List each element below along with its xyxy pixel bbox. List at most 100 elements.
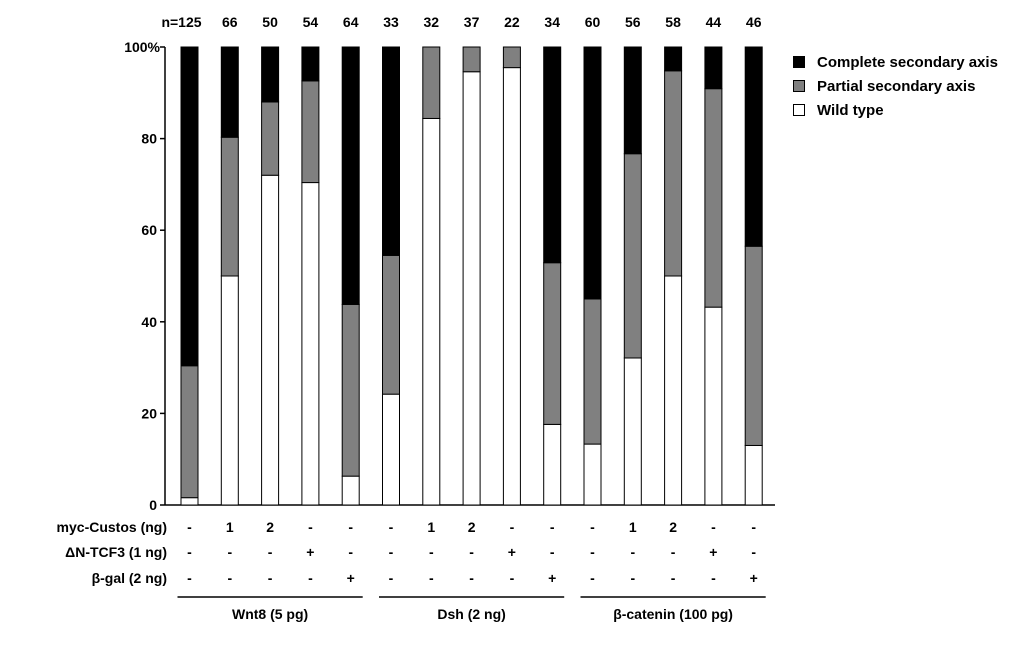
condition-value: -	[389, 519, 394, 535]
n-label: n=125	[161, 14, 201, 30]
n-label: 37	[464, 14, 480, 30]
condition-value: -	[187, 519, 192, 535]
condition-value: 2	[468, 519, 476, 535]
bar-segment-partial	[301, 80, 320, 184]
condition-value: -	[671, 570, 676, 586]
n-label: 60	[585, 14, 601, 30]
condition-label: ΔN-TCF3 (1 ng)	[65, 544, 167, 560]
bar-segment-partial	[623, 153, 642, 359]
legend: Complete secondary axis Partial secondar…	[793, 50, 998, 122]
bar-segment-complete	[220, 46, 239, 138]
n-label: 50	[262, 14, 278, 30]
bar-segment-partial	[462, 46, 481, 73]
condition-value: -	[711, 519, 716, 535]
condition-value: -	[268, 544, 273, 560]
condition-value: -	[630, 570, 635, 586]
condition-value: -	[227, 570, 232, 586]
condition-value: +	[508, 544, 516, 560]
n-label: 33	[383, 14, 399, 30]
condition-value: +	[548, 570, 556, 586]
bar-segment-wild-type	[422, 117, 441, 506]
condition-value: -	[671, 544, 676, 560]
n-label: 32	[424, 14, 440, 30]
n-label: 22	[504, 14, 520, 30]
legend-swatch-complete	[793, 56, 805, 68]
condition-value: -	[268, 570, 273, 586]
condition-value: 1	[629, 519, 637, 535]
y-tick-label: 20	[141, 405, 157, 421]
bar-segment-partial	[583, 298, 602, 445]
n-label: 44	[706, 14, 722, 30]
n-label: 34	[544, 14, 560, 30]
bar-segment-wild-type	[462, 71, 481, 506]
n-label: 66	[222, 14, 238, 30]
condition-value: -	[308, 570, 313, 586]
condition-label: β-gal (2 ng)	[92, 570, 167, 586]
n-label: 56	[625, 14, 641, 30]
bar-segment-complete	[704, 46, 723, 90]
condition-value: -	[590, 544, 595, 560]
condition-value: -	[510, 570, 515, 586]
n-label: 58	[665, 14, 681, 30]
bar-segment-wild-type	[664, 275, 683, 506]
condition-value: -	[308, 519, 313, 535]
legend-item-partial: Partial secondary axis	[793, 74, 998, 98]
condition-value: -	[389, 570, 394, 586]
condition-value: +	[306, 544, 314, 560]
condition-value: -	[429, 544, 434, 560]
condition-value: -	[630, 544, 635, 560]
bar-segment-complete	[664, 46, 683, 72]
legend-label-partial: Partial secondary axis	[817, 77, 976, 95]
bar-segment-wild-type	[261, 174, 280, 506]
condition-value: -	[469, 544, 474, 560]
bar-segment-complete	[382, 46, 400, 256]
condition-value: -	[751, 519, 756, 535]
bar-segment-complete	[744, 46, 763, 247]
bar-segment-partial	[382, 254, 400, 395]
legend-item-complete: Complete secondary axis	[793, 50, 998, 74]
group-label: Wnt8 (5 pg)	[232, 606, 308, 622]
bar-segment-partial	[422, 46, 441, 119]
y-tick-label: 60	[141, 222, 157, 238]
bar-segment-complete	[583, 46, 602, 300]
legend-swatch-wild-type	[793, 104, 805, 116]
legend-label-wild-type: Wild type	[817, 101, 884, 119]
condition-label: myc-Custos (ng)	[57, 519, 167, 535]
n-label: 46	[746, 14, 762, 30]
bar-segment-wild-type	[301, 182, 320, 506]
bar-segment-partial	[543, 262, 562, 425]
condition-value: +	[347, 570, 355, 586]
condition-value: 1	[226, 519, 234, 535]
condition-value: -	[550, 544, 555, 560]
bar-segment-complete	[301, 46, 320, 82]
bar-segment-wild-type	[623, 357, 642, 506]
y-tick-label: 0	[149, 497, 157, 513]
condition-value: -	[429, 570, 434, 586]
y-axis-label: 100%	[124, 39, 160, 55]
legend-item-wild-type: Wild type	[793, 98, 998, 122]
condition-value: -	[510, 519, 515, 535]
y-tick-label: 40	[141, 314, 157, 330]
bar-segment-partial	[664, 70, 683, 277]
condition-value: -	[550, 519, 555, 535]
condition-value: 2	[669, 519, 677, 535]
n-label: 64	[343, 14, 359, 30]
condition-value: 1	[427, 519, 435, 535]
condition-value: 2	[266, 519, 274, 535]
bar-segment-complete	[341, 46, 360, 305]
condition-value: -	[227, 544, 232, 560]
n-label: 54	[303, 14, 319, 30]
bar-segment-partial	[341, 303, 360, 477]
condition-value: -	[348, 544, 353, 560]
condition-value: +	[750, 570, 758, 586]
bar-segment-partial	[261, 101, 280, 176]
condition-value: -	[751, 544, 756, 560]
condition-value: -	[187, 570, 192, 586]
bar-segment-partial	[220, 136, 239, 277]
bar-segment-partial	[744, 245, 763, 446]
bar-segment-complete	[180, 46, 199, 367]
bar-segment-wild-type	[382, 393, 400, 506]
condition-value: -	[590, 519, 595, 535]
bar-segment-complete	[543, 46, 562, 264]
